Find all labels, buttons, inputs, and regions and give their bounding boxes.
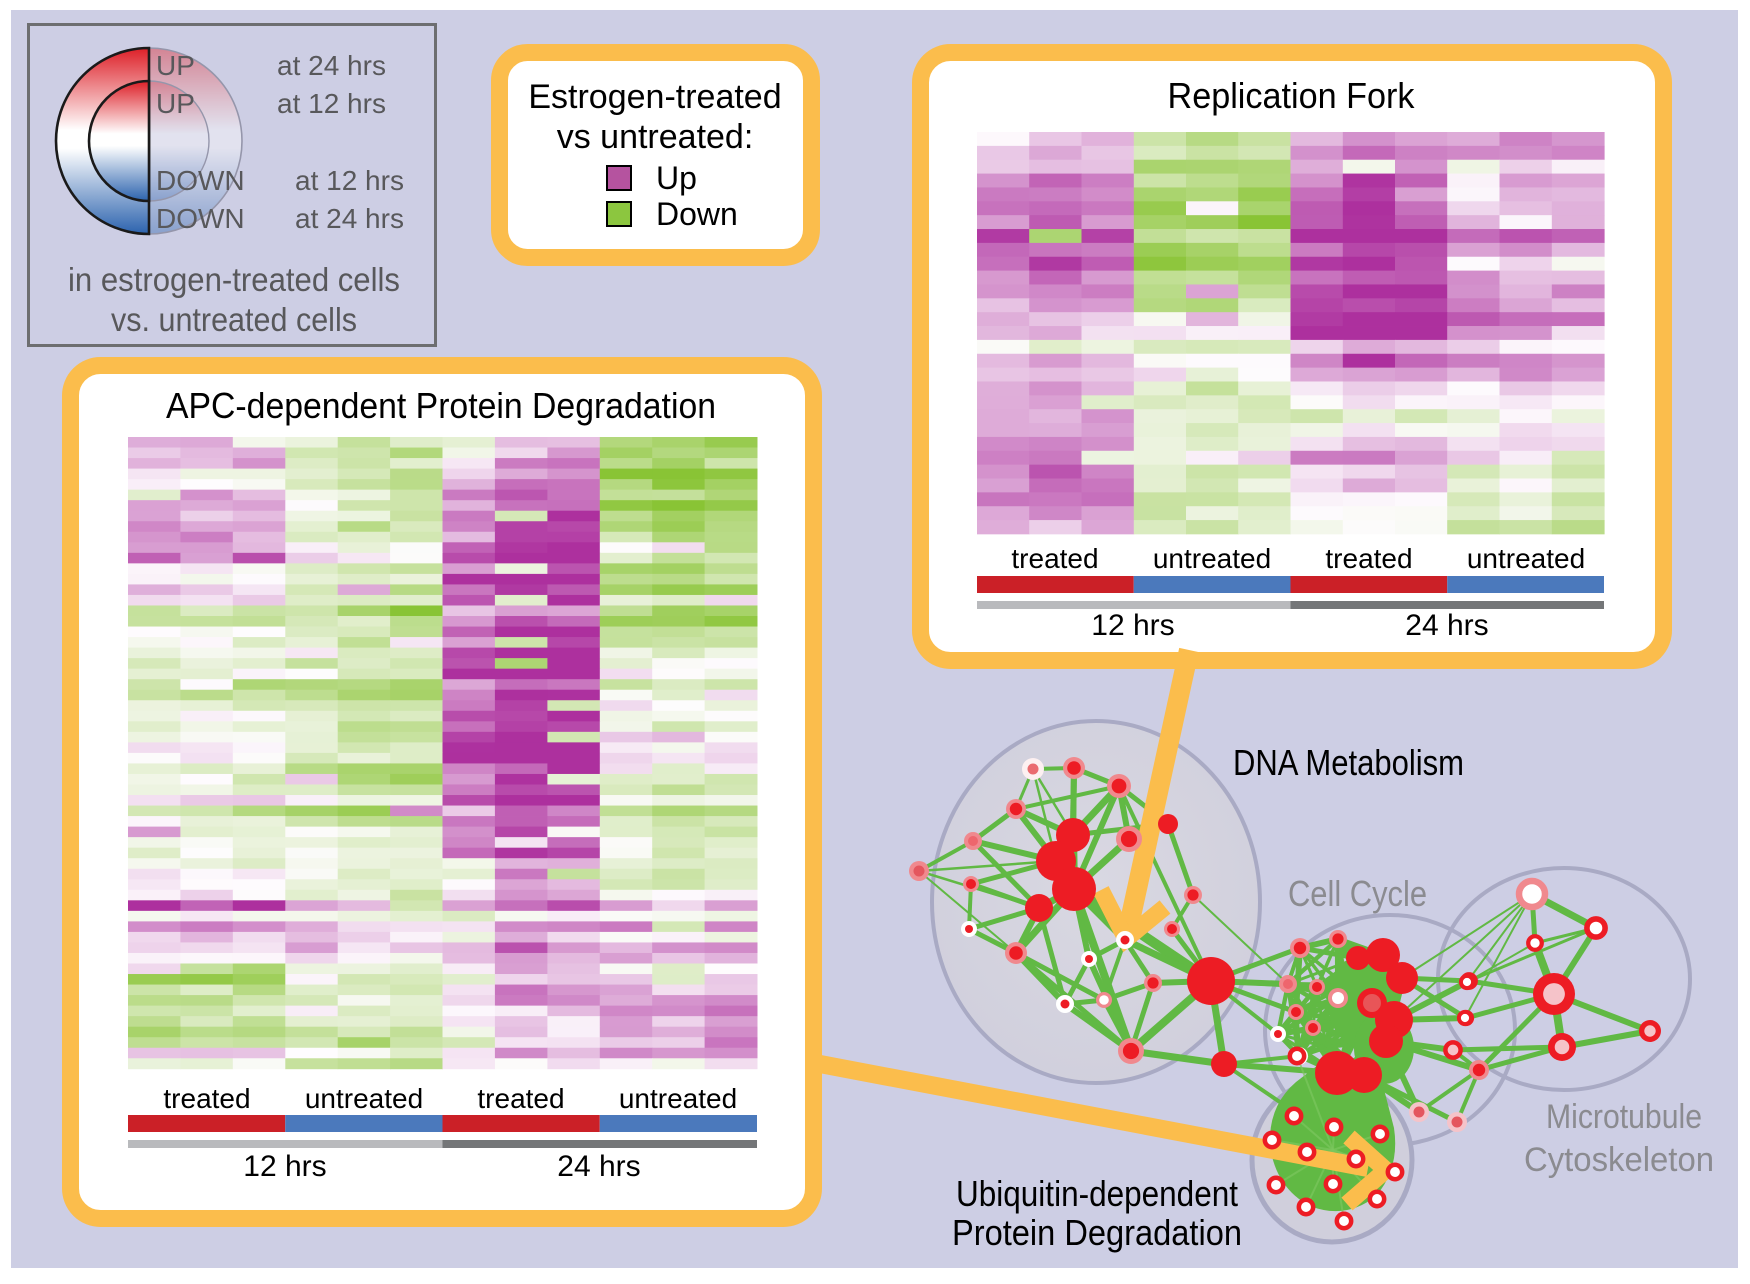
- svg-text:DOWN: DOWN: [156, 165, 245, 196]
- svg-text:Microtubule: Microtubule: [1546, 1098, 1702, 1136]
- svg-text:vs untreated:: vs untreated:: [557, 118, 754, 156]
- svg-text:Protein Degradation: Protein Degradation: [952, 1212, 1242, 1253]
- svg-text:untreated: untreated: [619, 1083, 737, 1114]
- svg-text:untreated: untreated: [1153, 543, 1271, 574]
- svg-text:APC-dependent Protein Degradat: APC-dependent Protein Degradation: [166, 385, 716, 426]
- svg-text:untreated: untreated: [1467, 543, 1585, 574]
- svg-text:treated: treated: [163, 1083, 250, 1114]
- svg-text:at 12 hrs: at 12 hrs: [295, 165, 404, 196]
- svg-text:Estrogen-treated: Estrogen-treated: [528, 78, 781, 116]
- svg-text:UP: UP: [156, 88, 195, 119]
- svg-text:DNA Metabolism: DNA Metabolism: [1233, 742, 1464, 783]
- svg-text:Down: Down: [656, 196, 738, 232]
- svg-text:Cell Cycle: Cell Cycle: [1288, 873, 1427, 914]
- svg-text:Up: Up: [656, 160, 697, 196]
- svg-text:at 12 hrs: at 12 hrs: [277, 88, 386, 119]
- svg-text:UP: UP: [156, 50, 195, 81]
- svg-text:24 hrs: 24 hrs: [1405, 609, 1488, 642]
- svg-text:at 24 hrs: at 24 hrs: [277, 50, 386, 81]
- svg-text:Cytoskeleton: Cytoskeleton: [1524, 1141, 1714, 1179]
- svg-text:treated: treated: [1011, 543, 1098, 574]
- svg-text:treated: treated: [477, 1083, 564, 1114]
- svg-text:in estrogen-treated cells: in estrogen-treated cells: [68, 261, 400, 298]
- svg-text:12 hrs: 12 hrs: [1091, 609, 1174, 642]
- svg-text:treated: treated: [1325, 543, 1412, 574]
- svg-text:24 hrs: 24 hrs: [557, 1150, 640, 1183]
- svg-text:12 hrs: 12 hrs: [243, 1150, 326, 1183]
- svg-text:vs. untreated cells: vs. untreated cells: [111, 301, 357, 338]
- svg-text:Replication Fork: Replication Fork: [1168, 75, 1416, 116]
- svg-text:Ubiquitin-dependent: Ubiquitin-dependent: [956, 1173, 1238, 1214]
- svg-text:at 24 hrs: at 24 hrs: [295, 203, 404, 234]
- svg-text:untreated: untreated: [305, 1083, 423, 1114]
- svg-text:DOWN: DOWN: [156, 203, 245, 234]
